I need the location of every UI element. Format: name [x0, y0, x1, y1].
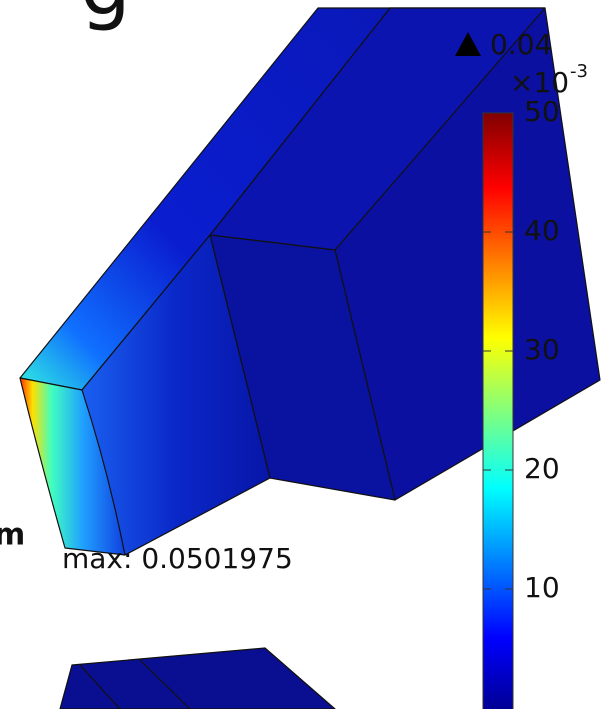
- tick-label: 30: [524, 333, 560, 366]
- geometry: [19, 7, 601, 709]
- front-face: [19, 377, 126, 556]
- tick-label: 50: [524, 95, 560, 128]
- tick-label: 10: [524, 571, 560, 604]
- exponent-base: ×10: [510, 66, 569, 99]
- colorbar-ticks: 10 20 30 40 50: [483, 95, 560, 604]
- colorbar: [482, 112, 514, 709]
- lower-block: [59, 647, 336, 709]
- exponent: -3: [570, 61, 588, 82]
- edge: [79, 664, 121, 709]
- edge: [139, 659, 191, 709]
- top-value: 0.04: [490, 28, 552, 61]
- label-fragment: m: [0, 518, 25, 553]
- tick-label: 40: [524, 214, 560, 247]
- tick-label: 20: [524, 452, 560, 485]
- max-marker: [455, 32, 481, 56]
- title-fragment: g: [80, 0, 131, 33]
- max-label: max: 0.0501975: [62, 542, 293, 575]
